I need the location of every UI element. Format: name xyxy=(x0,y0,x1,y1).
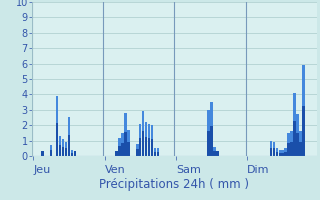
Bar xyxy=(302,65,305,106)
Bar xyxy=(299,131,302,156)
Bar xyxy=(41,151,44,156)
Bar xyxy=(62,139,64,156)
Bar xyxy=(127,130,130,142)
Bar xyxy=(59,136,61,156)
Bar xyxy=(287,133,290,156)
Bar xyxy=(273,142,275,148)
Bar xyxy=(278,150,281,153)
Bar xyxy=(299,131,302,142)
Bar xyxy=(270,141,272,156)
Bar xyxy=(293,93,296,156)
Bar xyxy=(68,117,70,156)
Bar xyxy=(74,151,76,156)
Bar xyxy=(65,142,67,148)
Bar xyxy=(59,136,61,145)
Bar xyxy=(207,110,210,131)
Bar xyxy=(116,151,118,156)
Bar xyxy=(136,144,139,156)
Bar xyxy=(287,133,290,143)
Bar xyxy=(71,150,73,156)
Bar xyxy=(282,150,284,156)
Bar xyxy=(213,147,216,151)
Bar xyxy=(296,114,299,156)
Bar xyxy=(50,145,52,156)
Bar xyxy=(148,124,150,138)
Bar xyxy=(157,148,159,156)
Bar xyxy=(210,102,213,156)
Bar xyxy=(127,130,130,156)
Bar xyxy=(270,141,272,148)
Bar xyxy=(62,139,64,147)
Bar xyxy=(296,114,299,133)
Bar xyxy=(136,144,139,149)
Bar xyxy=(145,122,148,156)
Bar xyxy=(207,110,210,156)
Bar xyxy=(276,148,278,152)
Bar xyxy=(118,138,121,156)
Bar xyxy=(216,151,219,156)
Bar xyxy=(290,131,293,142)
Bar xyxy=(154,148,156,152)
Bar xyxy=(302,65,305,156)
Bar xyxy=(276,148,278,156)
Bar xyxy=(121,133,124,156)
Bar xyxy=(142,111,144,131)
Bar xyxy=(282,150,284,153)
Bar xyxy=(151,125,153,156)
Bar xyxy=(118,138,121,146)
Bar xyxy=(284,148,287,156)
Bar xyxy=(71,150,73,153)
Bar xyxy=(139,124,141,138)
Bar xyxy=(65,142,67,156)
Bar xyxy=(142,111,144,156)
Bar xyxy=(56,96,59,156)
Bar xyxy=(293,93,296,121)
Bar xyxy=(284,148,287,152)
X-axis label: Précipitations 24h ( mm ): Précipitations 24h ( mm ) xyxy=(100,178,249,191)
Bar xyxy=(210,102,213,126)
Bar xyxy=(50,145,52,150)
Bar xyxy=(157,148,159,152)
Bar xyxy=(213,147,216,156)
Bar xyxy=(56,96,59,123)
Bar xyxy=(121,133,124,143)
Bar xyxy=(68,117,70,135)
Bar xyxy=(148,124,150,156)
Bar xyxy=(151,125,153,139)
Bar xyxy=(278,150,281,156)
Bar xyxy=(273,142,275,156)
Bar xyxy=(154,148,156,156)
Bar xyxy=(145,122,148,137)
Bar xyxy=(124,113,127,132)
Bar xyxy=(139,124,141,156)
Bar xyxy=(290,131,293,156)
Bar xyxy=(124,113,127,156)
